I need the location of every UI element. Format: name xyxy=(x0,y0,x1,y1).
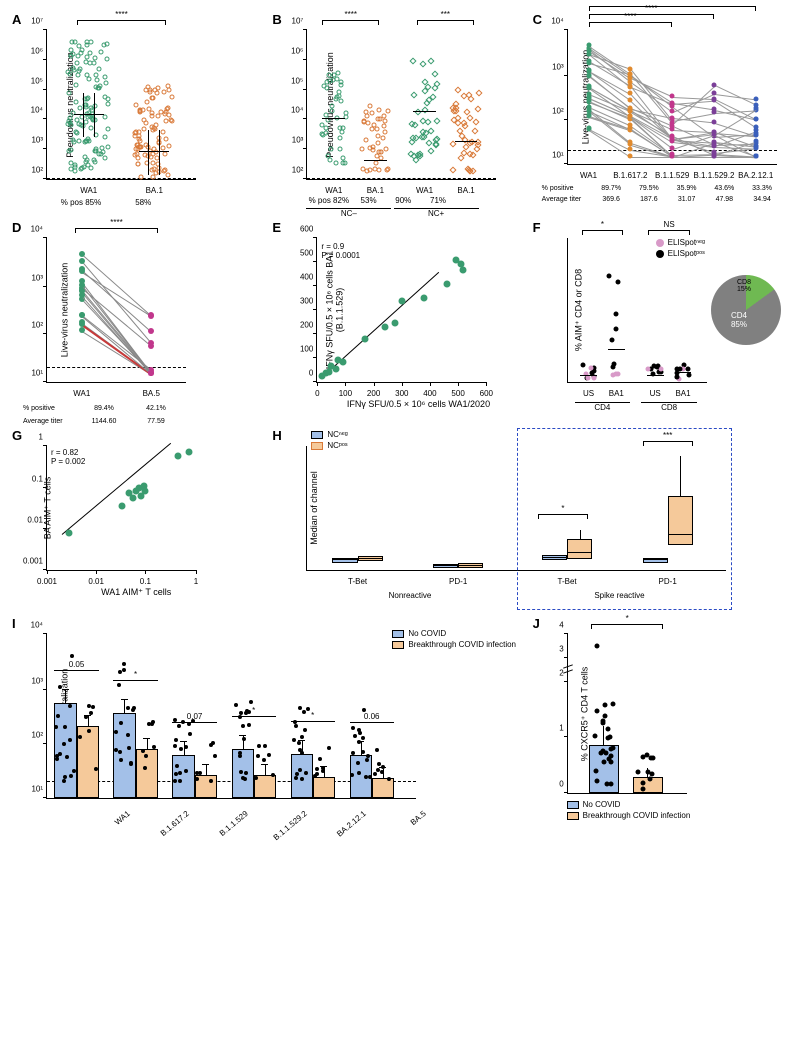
plot-h-legend: NCⁿᵉᵍ NCᵖᵒˢ xyxy=(311,430,347,452)
panel-d: D Live-virus neutralization 10¹ 10² 10³ … xyxy=(12,220,260,420)
plot-i-legend: No COVID Breakthrough COVID infection xyxy=(392,629,516,651)
plot-c-bottom: % positive 89.7% 79.5% 35.9% 43.6% 33.3%… xyxy=(541,183,781,205)
plot-e-stats: r = 0.9 P = 0.0001 xyxy=(321,242,360,260)
panel-b: B Pseudovirus neutralization 10² 10³ 10⁴… xyxy=(272,12,520,212)
plot-c-area: Live-virus neutralization 10¹ 10² 10³ 10… xyxy=(567,30,777,165)
plot-d-area: Live-virus neutralization 10¹ 10² 10³ 10… xyxy=(46,238,186,383)
panel-h: H Median of channel NCⁿᵉᵍ NCᵖᵒˢ * *** T-… xyxy=(272,428,781,608)
pie-chart: CD8 15% CD4 85% xyxy=(711,275,781,345)
panel-label-h: H xyxy=(272,428,281,443)
plot-h-ylabel: Median of channel xyxy=(309,471,319,545)
panel-a: A Pseudovirus neutralization 10² 10³ 10⁴… xyxy=(12,12,260,212)
plot-i-area: Live-virus neutralization 10¹ 10² 10³ 10… xyxy=(46,634,416,799)
panel-label-e: E xyxy=(272,220,281,235)
panel-e: E IFNγ SFU/0.5 × 10⁶ cells BA1(B.1.1.529… xyxy=(272,220,520,420)
panel-label-f: F xyxy=(533,220,541,235)
panel-g: G BA AIM⁺ T cells r = 0.82 P = 0.002 0.0… xyxy=(12,428,260,608)
plot-a-area: Pseudovirus neutralization 10² 10³ 10⁴ 1… xyxy=(46,30,196,180)
panel-c: C Live-virus neutralization 10¹ 10² 10³ … xyxy=(533,12,781,212)
plot-b-bottom: % pos 82% 53% 90% 71% NC– NC+ xyxy=(306,196,520,220)
figure-grid: A Pseudovirus neutralization 10² 10³ 10⁴… xyxy=(12,12,781,846)
plot-g-xlabel: WA1 AIM⁺ T cells xyxy=(12,587,260,598)
plot-j-area: % CXCR5⁺ CD4 T cells 0 1 2 3 4 * xyxy=(567,634,687,794)
plot-i-xlabels: WA1B.1.617.2B.1.1.529B.1.1.529.2BA.2.12.… xyxy=(46,803,521,843)
plot-j-legend: No COVID Breakthrough COVID infection xyxy=(567,800,781,820)
plot-h-area: Median of channel NCⁿᵉᵍ NCᵖᵒˢ * *** T-Be… xyxy=(306,446,726,571)
plot-g-ylabel: BA AIM⁺ T cells xyxy=(43,477,54,539)
panel-label-i: I xyxy=(12,616,16,631)
plot-g-area: BA AIM⁺ T cells r = 0.82 P = 0.002 0.001… xyxy=(46,446,196,571)
panel-i: I Live-virus neutralization 10¹ 10² 10³ … xyxy=(12,616,521,846)
plot-d-bottom: % positive 89.4% 42.1% Average titer 114… xyxy=(20,401,260,429)
plot-d-ylabel: Live-virus neutralization xyxy=(59,263,69,358)
plot-e-area: IFNγ SFU/0.5 × 10⁶ cells BA1(B.1.1.529) … xyxy=(316,238,486,383)
plot-f-ylabel: % AIM⁺ CD4 or CD8 xyxy=(573,269,584,351)
plot-f-legend: ELISpotⁿᵉᵍ ELISpotᵖᵒˢ xyxy=(656,238,705,260)
plot-b-area: Pseudovirus neutralization 10² 10³ 10⁴ 1… xyxy=(306,30,496,180)
plot-e-ylabel: IFNγ SFU/0.5 × 10⁶ cells BA1(B.1.1.529) xyxy=(325,251,345,370)
plot-g-stats: r = 0.82 P = 0.002 xyxy=(51,448,85,466)
panel-f: F % AIM⁺ CD4 or CD8 * NS US BA1 US BA1 C… xyxy=(533,220,781,420)
plot-a-bottom: % pos 85% 58% xyxy=(46,198,260,208)
plot-e-xlabel: IFNγ SFU/0.5 × 10⁶ cells WA1/2020 xyxy=(316,399,520,409)
panel-j: J % CXCR5⁺ CD4 T cells 0 1 2 3 4 * No CO… xyxy=(533,616,781,846)
